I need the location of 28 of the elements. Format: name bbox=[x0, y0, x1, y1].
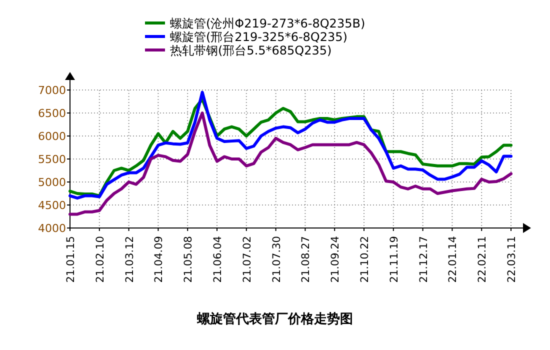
x-tick-label: 22.03.11 bbox=[506, 236, 518, 283]
x-tick-label: 21.05.08 bbox=[182, 236, 195, 283]
y-tick-label: 5500 bbox=[38, 153, 66, 166]
y-tick-label: 4000 bbox=[38, 222, 66, 235]
x-tick-label: 21.09.24 bbox=[330, 236, 342, 283]
x-tick-label: 21.11.19 bbox=[388, 236, 400, 283]
x-tick-label: 22.01.14 bbox=[447, 236, 460, 283]
x-tick-label: 21.08.27 bbox=[300, 236, 312, 283]
x-tick-label: 21.07.02 bbox=[241, 236, 254, 283]
y-tick-label: 6000 bbox=[38, 130, 66, 143]
x-tick-label: 21.06.04 bbox=[212, 236, 224, 283]
legend-label: 螺旋管(邢台219-325*6-8Q235) bbox=[170, 30, 348, 44]
y-tick-label: 4500 bbox=[38, 199, 66, 212]
x-tick-label: 21.04.09 bbox=[153, 236, 166, 283]
y-tick-label: 5000 bbox=[38, 176, 66, 189]
legend-label: 螺旋管(沧州Φ219-273*6-8Q235B) bbox=[170, 16, 366, 30]
x-tick-label: 21.10.22 bbox=[359, 236, 371, 283]
x-tick-label: 21.12.17 bbox=[418, 236, 430, 283]
x-tick-label: 21.02.10 bbox=[94, 236, 106, 283]
text: 螺旋管代表管厂价格走势图 bbox=[196, 311, 353, 327]
y-tick-label: 6500 bbox=[38, 107, 66, 120]
x-tick-label: 21.07.30 bbox=[270, 236, 283, 283]
legend-label: 热轧带钢(邢台5.5*685Q235) bbox=[170, 44, 332, 58]
x-tick-label: 22.02.11 bbox=[476, 236, 489, 283]
x-tick-label: 21.01.15 bbox=[65, 236, 77, 283]
line-series bbox=[68, 112, 512, 216]
y-tick-label: 7000 bbox=[38, 84, 66, 97]
x-tick-label: 21.03.12 bbox=[124, 236, 136, 283]
